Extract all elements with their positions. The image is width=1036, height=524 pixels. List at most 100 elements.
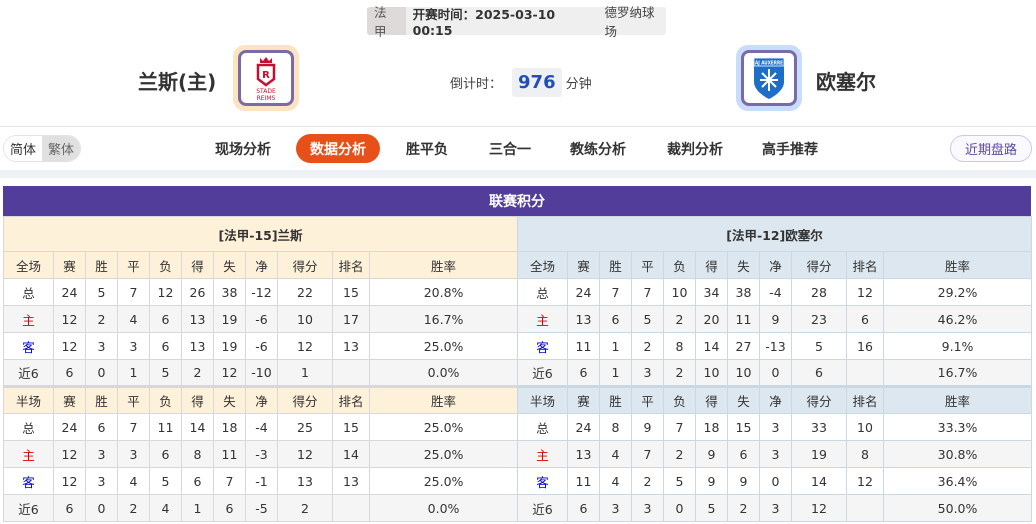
table-cell: 25.0%	[368, 413, 519, 441]
column-header: 半场	[517, 385, 568, 414]
column-header: 得	[695, 251, 728, 279]
column-header: 排名	[332, 251, 370, 279]
table-cell	[846, 359, 884, 387]
table-cell: 1	[599, 359, 632, 387]
table-row: 主 13 4 7 2 9 6 3 19 8 30.8%	[517, 440, 1033, 468]
table-cell: 3	[85, 332, 118, 360]
venue: 德罗纳球场	[604, 5, 655, 39]
table-cell: 0	[759, 467, 792, 495]
table-cell: -4	[759, 278, 792, 306]
table-cell: -5	[245, 494, 278, 522]
table-cell: 14	[181, 413, 214, 441]
table-cell: 11	[567, 332, 600, 360]
table-cell: 9	[631, 413, 664, 441]
tab-three-in-one[interactable]: 三合一	[489, 141, 531, 158]
table-cell: -1	[245, 467, 278, 495]
row-label: 主	[517, 440, 568, 468]
recent-trend-button[interactable]: 近期盘路	[950, 135, 1032, 162]
table-cell: 2	[663, 305, 696, 333]
home-team-logo[interactable]: R STADE REIMS	[233, 45, 299, 111]
table-cell: 3	[117, 332, 150, 360]
tab-live-analysis[interactable]: 现场分析	[215, 141, 271, 158]
column-header: 失	[213, 385, 246, 414]
table-cell: 13	[277, 467, 333, 495]
table-cell	[332, 494, 370, 522]
column-header: 净	[245, 251, 278, 279]
column-header: 负	[663, 385, 696, 414]
table-cell: 33	[791, 413, 847, 441]
column-header: 全场	[3, 251, 54, 279]
column-header: 排名	[846, 385, 884, 414]
table-cell: 34	[695, 278, 728, 306]
column-header: 失	[213, 251, 246, 279]
table-cell: 2	[277, 494, 333, 522]
table-cell: 38	[727, 278, 760, 306]
league-label[interactable]: 法甲	[367, 5, 406, 39]
row-label: 客	[517, 332, 568, 360]
table-cell: 24	[567, 413, 600, 441]
half-header-row: 半场赛胜平负得失净得分 排名 胜率	[517, 385, 1033, 414]
table-row: 主 13 6 5 2 20 11 9 23 6 46.2%	[517, 305, 1033, 333]
column-header: 得分	[277, 251, 333, 279]
table-cell: 0.0%	[368, 359, 519, 387]
away-team-name[interactable]: 欧塞尔	[816, 70, 876, 94]
table-cell: 14	[791, 467, 847, 495]
tab-coach-analysis[interactable]: 教练分析	[570, 141, 626, 158]
column-header: 胜率	[882, 385, 1033, 414]
table-cell: 15	[727, 413, 760, 441]
row-label: 近6	[3, 494, 54, 522]
column-header: 胜率	[368, 251, 519, 279]
row-label: 近6	[3, 359, 54, 387]
table-cell: 13	[181, 305, 214, 333]
table-cell: 24	[567, 278, 600, 306]
column-header: 净	[245, 385, 278, 414]
table-cell: 10	[277, 305, 333, 333]
column-header: 赛	[567, 385, 600, 414]
column-header: 负	[149, 385, 182, 414]
table-cell: 6	[85, 413, 118, 441]
column-header: 得分	[277, 385, 333, 414]
table-cell: 5	[631, 305, 664, 333]
column-header: 胜率	[882, 251, 1033, 279]
away-team-logo[interactable]: AJ AUXERRE	[736, 45, 802, 111]
table-cell: 2	[85, 305, 118, 333]
table-cell: 3	[85, 467, 118, 495]
column-header: 负	[149, 251, 182, 279]
table-cell: 7	[599, 278, 632, 306]
table-cell: 3	[599, 494, 632, 522]
table-row: 近6 6 1 3 2 10 10 0 6 16.7%	[517, 359, 1033, 387]
table-cell: 1	[277, 359, 333, 387]
table-cell: 16.7%	[882, 359, 1033, 387]
table-cell: 12	[846, 467, 884, 495]
table-cell: 5	[663, 467, 696, 495]
lang-traditional[interactable]: 繁体	[42, 136, 81, 161]
table-row: 客 12 3 4 5 6 7 -1 13 13 25.0%	[3, 467, 519, 495]
table-cell: 0	[663, 494, 696, 522]
table-cell: 0	[759, 359, 792, 387]
lang-simplified[interactable]: 简体	[4, 136, 43, 161]
table-cell: 24	[53, 413, 86, 441]
tab-referee-analysis[interactable]: 裁判分析	[667, 141, 723, 158]
table-cell: 26	[181, 278, 214, 306]
row-label: 主	[3, 305, 54, 333]
tab-win-draw-loss[interactable]: 胜平负	[406, 141, 448, 158]
table-cell: 6	[727, 440, 760, 468]
column-header: 得	[181, 385, 214, 414]
full-header-row: 全场赛胜平负得失净得分 排名 胜率	[3, 251, 519, 279]
table-cell: 3	[759, 494, 792, 522]
table-cell: 8	[181, 440, 214, 468]
countdown-label: 倒计时：	[450, 77, 503, 92]
table-cell: 20.8%	[368, 278, 519, 306]
table-cell: 24	[53, 278, 86, 306]
table-cell: 6	[149, 440, 182, 468]
column-header: 胜	[599, 251, 632, 279]
table-cell: 5	[695, 494, 728, 522]
column-header: 净	[759, 251, 792, 279]
table-cell: 6	[149, 305, 182, 333]
home-team-name[interactable]: 兰斯(主)	[138, 70, 217, 94]
tab-data-analysis[interactable]: 数据分析	[296, 134, 380, 163]
tab-expert-picks[interactable]: 高手推荐	[762, 141, 818, 158]
table-cell: 6	[567, 359, 600, 387]
table-cell: 14	[695, 332, 728, 360]
column-header: 排名	[332, 385, 370, 414]
